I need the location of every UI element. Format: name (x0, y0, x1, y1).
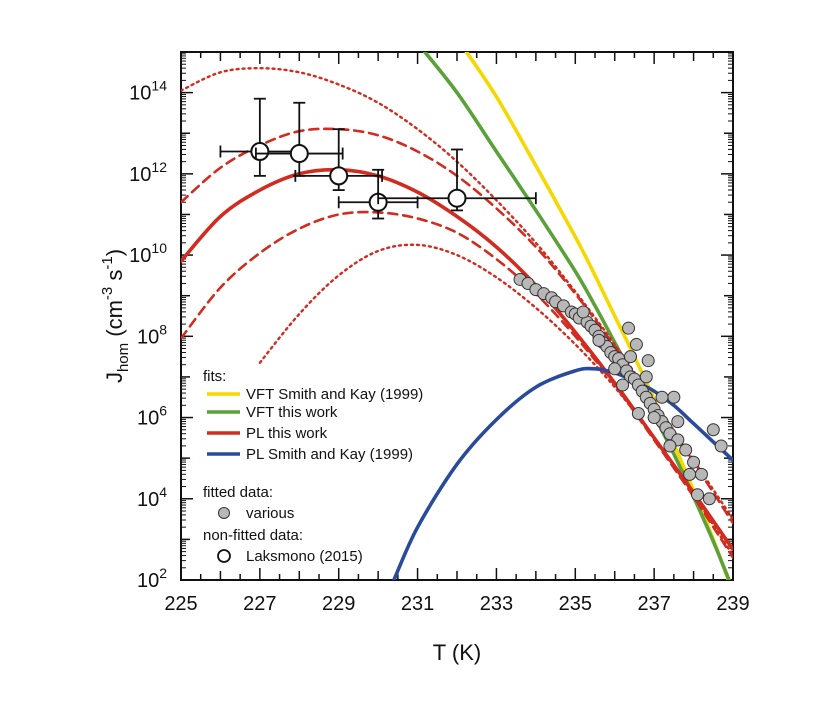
y-axis-title-part: -1 (99, 256, 116, 269)
y-axis-title-part: (cm (102, 300, 127, 343)
x-tick-label: 237 (637, 593, 670, 615)
y-axis-title: Jhom (cm-3 s-1) (99, 249, 132, 383)
y-tick-label: 104 (137, 484, 167, 511)
y-tick-base: 10 (137, 489, 159, 511)
y-tick-base: 10 (137, 408, 159, 430)
y-axis-title-part: s (102, 270, 127, 287)
legend-label: VFT this work (246, 404, 338, 421)
various-point (687, 455, 701, 469)
legend-label: VFT Smith and Kay (1999) (246, 386, 423, 403)
x-axis-title: T (K) (433, 640, 481, 665)
y-tick-label: 106 (137, 403, 167, 430)
various-point (647, 411, 661, 425)
various-point (608, 362, 622, 376)
various-point (671, 415, 685, 429)
series-line-pl-smith-and-kay-1999- (392, 366, 733, 580)
series-line-pl-outer-lower (258, 243, 733, 557)
y-tick-exponent: 8 (159, 321, 167, 337)
y-tick-exponent: 4 (159, 484, 167, 500)
various-point (702, 492, 716, 506)
y-tick-base: 10 (129, 245, 151, 267)
points-layer (219, 97, 728, 506)
various-point (622, 321, 636, 335)
x-tick-label: 225 (164, 593, 197, 615)
y-axis-title-part: ) (102, 249, 127, 256)
various-point (706, 423, 720, 437)
legend-laksmono-label: Laksmono (2015) (246, 548, 363, 565)
various-point (631, 406, 645, 420)
various-point (616, 378, 630, 392)
various-point (639, 370, 653, 384)
y-tick-base: 10 (137, 570, 159, 592)
y-tick-exponent: 12 (151, 159, 167, 175)
legend-fits-title: fits: (203, 368, 226, 385)
various-point (655, 390, 669, 404)
y-axis-title-part: J (102, 372, 127, 383)
y-axis-title-part: hom (115, 343, 132, 372)
x-tick-label: 239 (716, 593, 749, 615)
series-layer (181, 52, 733, 580)
various-point (623, 350, 637, 364)
various-point (663, 439, 677, 453)
y-tick-label: 1010 (129, 240, 167, 267)
laksmono-point (329, 166, 349, 186)
various-point (641, 354, 655, 368)
y-tick-base: 10 (129, 164, 151, 186)
series-line-vft-smith-and-kay-1999- (464, 52, 731, 580)
various-point (683, 467, 697, 481)
y-tick-label: 102 (137, 565, 167, 592)
y-tick-label: 1014 (129, 78, 167, 105)
legend: fits: VFT Smith and Kay (1999)VFT this wo… (203, 368, 423, 565)
x-tick-label: 231 (401, 593, 434, 615)
various-point (714, 439, 728, 453)
y-tick-label: 108 (137, 321, 167, 348)
y-tick-exponent: 10 (151, 240, 167, 256)
various-point (679, 443, 693, 457)
x-tick-label: 229 (322, 593, 355, 615)
series-line-pl-outer-upper (181, 66, 733, 521)
y-tick-exponent: 2 (159, 565, 167, 581)
various-point (576, 305, 590, 319)
legend-laksmono-marker (217, 549, 231, 563)
x-tick-label: 227 (243, 593, 276, 615)
x-tick-label: 233 (480, 593, 513, 615)
legend-various-label: various (246, 505, 294, 522)
axes-layer (180, 51, 734, 581)
laksmono-point (447, 188, 467, 208)
laksmono-point (289, 144, 309, 164)
legend-label: PL this work (246, 425, 328, 442)
various-point (694, 467, 708, 481)
y-tick-exponent: 6 (159, 403, 167, 419)
y-tick-base: 10 (129, 83, 151, 105)
y-tick-exponent: 14 (151, 78, 167, 94)
various-point (592, 333, 606, 347)
legend-fitted-title: fitted data: (203, 484, 273, 501)
y-tick-base: 10 (137, 326, 159, 348)
laksmono-point (250, 142, 270, 162)
x-tick-label: 235 (559, 593, 592, 615)
legend-nonfitted-title: non-fitted data: (203, 527, 303, 544)
legend-label: PL Smith and Kay (1999) (246, 446, 413, 463)
y-tick-label: 1012 (129, 159, 167, 186)
legend-various-marker (218, 507, 230, 519)
various-point (629, 337, 643, 351)
axis-labels: 225 227 229 231 233 235 237 2391021041061081010… (99, 78, 750, 665)
various-point (667, 390, 681, 404)
various-point (691, 488, 705, 502)
y-axis-title-part: -3 (99, 287, 116, 300)
